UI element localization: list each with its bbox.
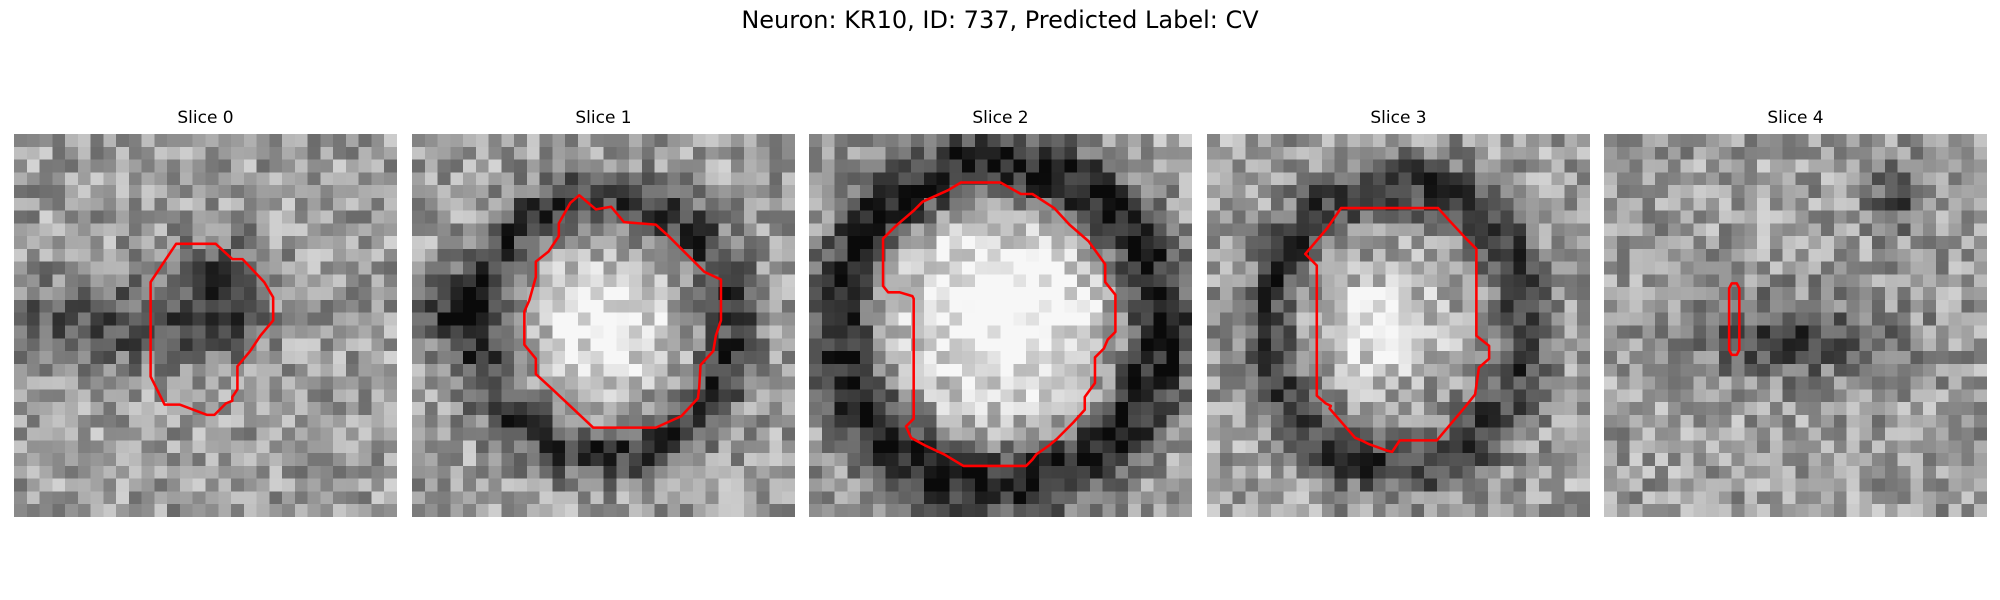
figure-title: Neuron: KR10, ID: 737, Predicted Label: … [741, 6, 1259, 34]
segmentation-contour-1 [523, 194, 723, 429]
segmentation-contour-3 [1304, 206, 1491, 454]
segmentation-contour-4 [1727, 282, 1741, 357]
slice-image-1 [412, 134, 795, 517]
slice-title-1: Slice 1 [575, 108, 632, 128]
slice-image-0 [14, 134, 397, 517]
slice-image-3 [1207, 134, 1590, 517]
slice-image-2 [809, 134, 1192, 517]
segmentation-contour-0 [149, 242, 275, 417]
segmentation-contour-2 [881, 181, 1117, 468]
slice-title-3: Slice 3 [1370, 108, 1427, 128]
slice-title-4: Slice 4 [1767, 108, 1824, 128]
slice-image-4 [1604, 134, 1987, 517]
slice-title-0: Slice 0 [177, 108, 234, 128]
slice-title-2: Slice 2 [972, 108, 1029, 128]
